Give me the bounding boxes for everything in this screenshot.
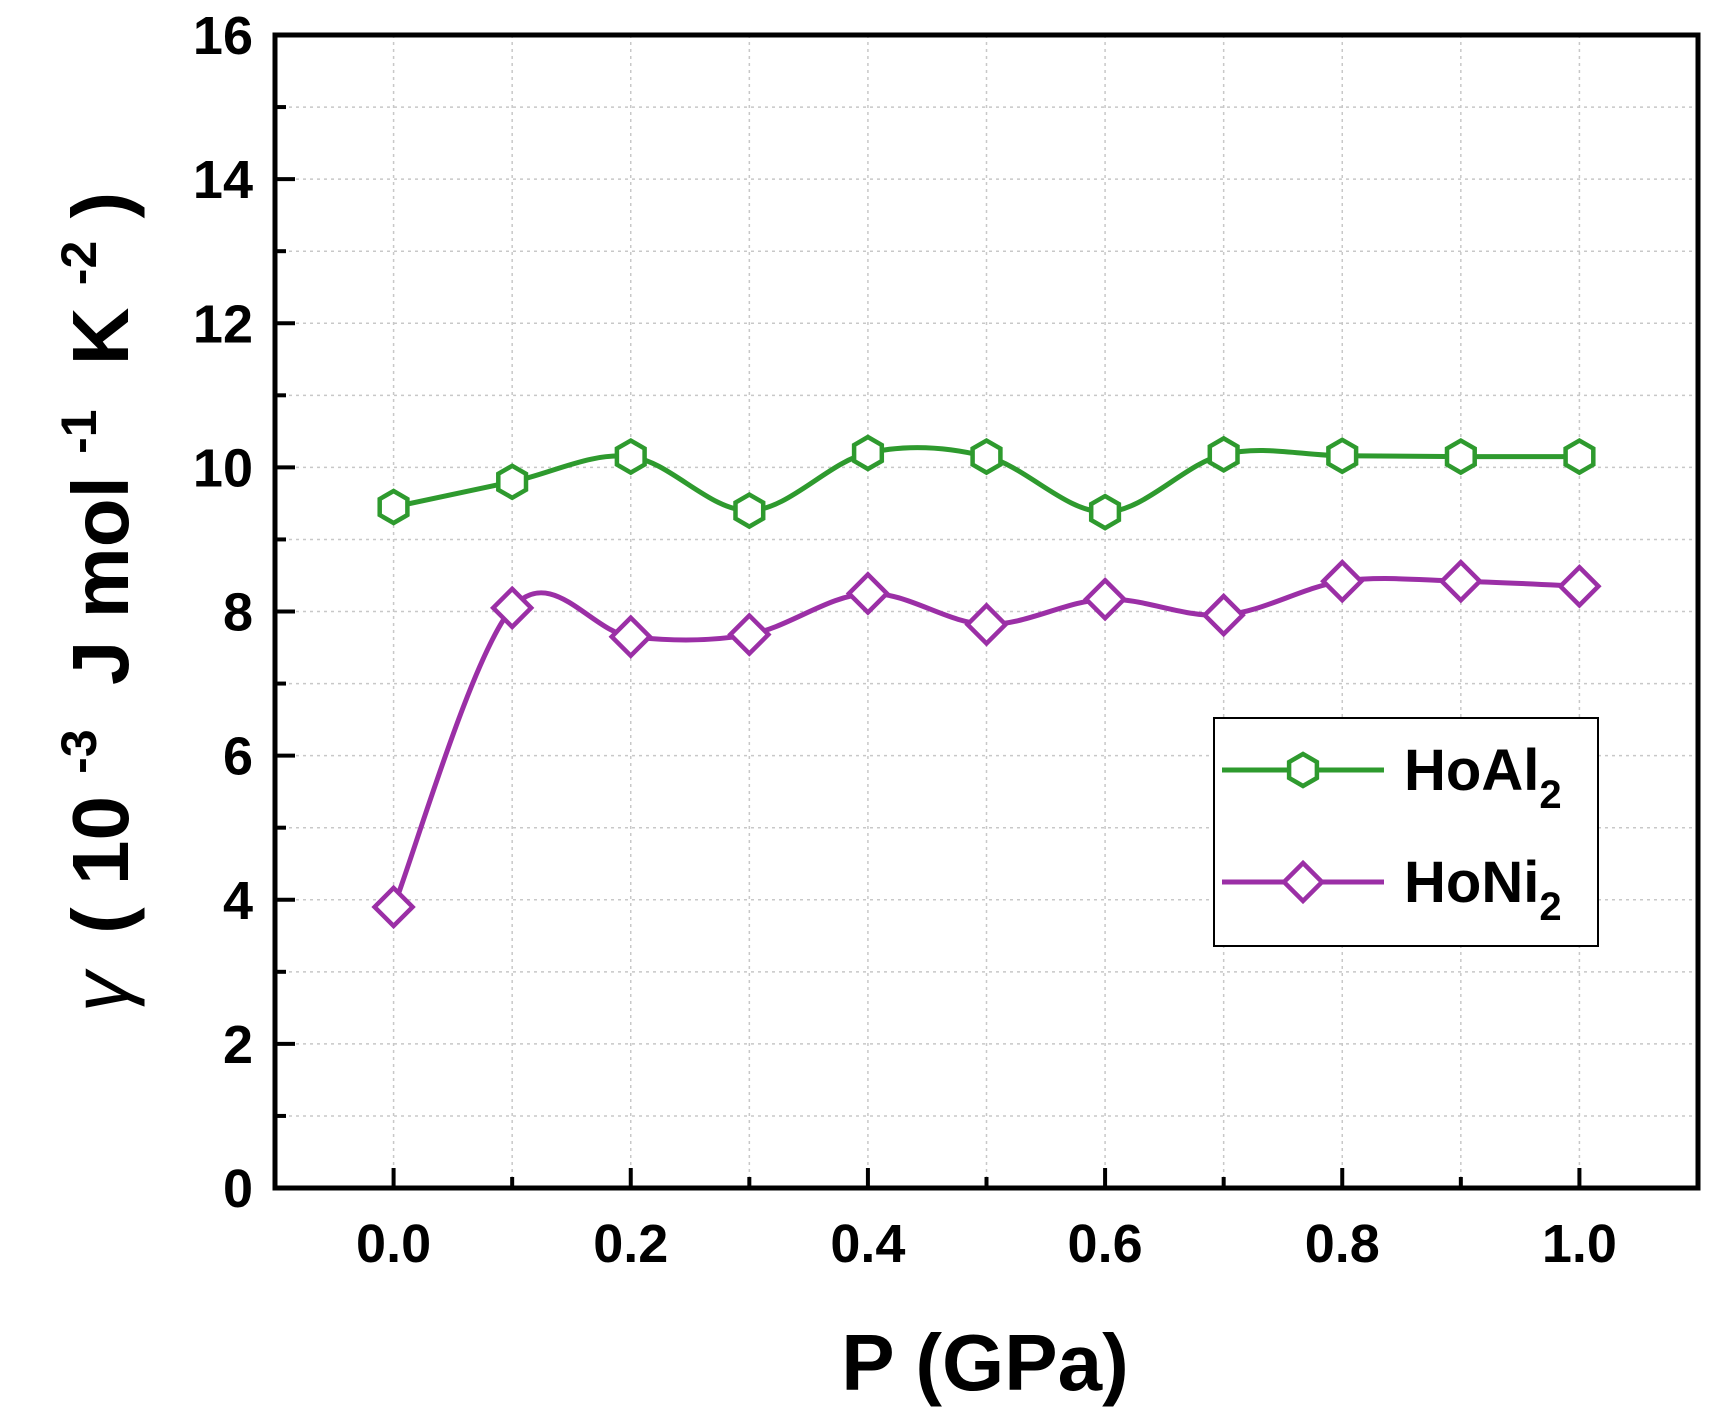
data-point-hoal2 [1088,493,1122,531]
legend-marker-honi2 [1280,859,1326,905]
data-point-hoal2 [1563,438,1596,476]
y-axis-base: 10 [56,796,145,885]
legend-label-honi2: HoNi2 [1404,850,1562,929]
data-point-honi2 [489,585,535,631]
series-honi2 [371,559,1602,930]
y-axis-unit-j: J mol [56,476,145,685]
tick-labels: 0 2 4 6 8 10 12 14 16 0.0 0.2 0.4 0.6 0.8 1.0 [193,6,1617,1274]
y-tick-label: 0 [223,1159,253,1219]
data-point-hoal2 [1326,437,1359,475]
y-tick-label: 4 [223,871,253,931]
axis-ticks [275,33,1582,1190]
legend-marker-hoal2 [1286,751,1320,789]
y-axis-exp1: -3 [51,729,107,773]
data-point-hoal2 [377,488,410,526]
y-axis-exp3: -2 [51,241,107,285]
data-point-honi2 [1082,577,1128,622]
x-axis-title: P (GPa) [841,1318,1129,1407]
y-axis-symbol: γ [56,968,145,1012]
y-axis-exp2: -1 [51,409,107,453]
data-point-hoal2 [614,438,647,476]
y-axis-open-paren: ( [56,907,145,934]
x-tick-label: 1.0 [1542,1214,1617,1274]
y-axis-unit-k: K [56,307,145,365]
data-point-hoal2 [1207,435,1240,473]
data-point-honi2 [964,602,1009,647]
series-layer [371,434,1602,930]
data-point-hoal2 [496,463,529,501]
legend-box [1213,717,1599,947]
y-axis-close-paren: ) [56,192,145,219]
data-point-honi2 [1201,592,1246,638]
data-point-honi2 [845,571,891,616]
y-tick-label: 2 [223,1015,253,1075]
legend: HoAl2 HoNi2 [1213,717,1599,947]
y-tick-label: 6 [223,727,253,787]
y-tick-label: 12 [193,294,253,354]
data-point-hoal2 [851,434,885,472]
data-point-hoal2 [1444,438,1477,476]
y-tick-label: 14 [193,150,253,210]
legend-label-hoal2: HoAl2 [1404,738,1562,817]
data-point-honi2 [371,884,416,930]
y-tick-label: 16 [193,6,253,66]
data-point-honi2 [1438,559,1484,604]
data-point-hoal2 [970,438,1003,476]
series-hoal2 [377,434,1596,531]
data-point-honi2 [608,614,653,659]
x-tick-label: 0.4 [830,1214,905,1274]
data-point-hoal2 [733,492,766,530]
data-point-honi2 [727,612,772,657]
data-point-honi2 [1320,559,1365,604]
x-tick-label: 0.0 [356,1214,431,1274]
data-point-honi2 [1557,564,1602,609]
x-tick-label: 0.8 [1305,1214,1380,1274]
y-tick-label: 10 [193,438,253,498]
x-tick-label: 0.6 [1068,1214,1143,1274]
y-tick-label: 8 [223,583,253,643]
x-tick-label: 0.2 [593,1214,668,1274]
legend-item-honi2: HoNi2 [1222,850,1562,929]
legend-item-hoal2: HoAl2 [1222,738,1562,817]
y-axis-title: γ ( 10 -3 J mol -1 K -2 ) [24,192,145,1012]
